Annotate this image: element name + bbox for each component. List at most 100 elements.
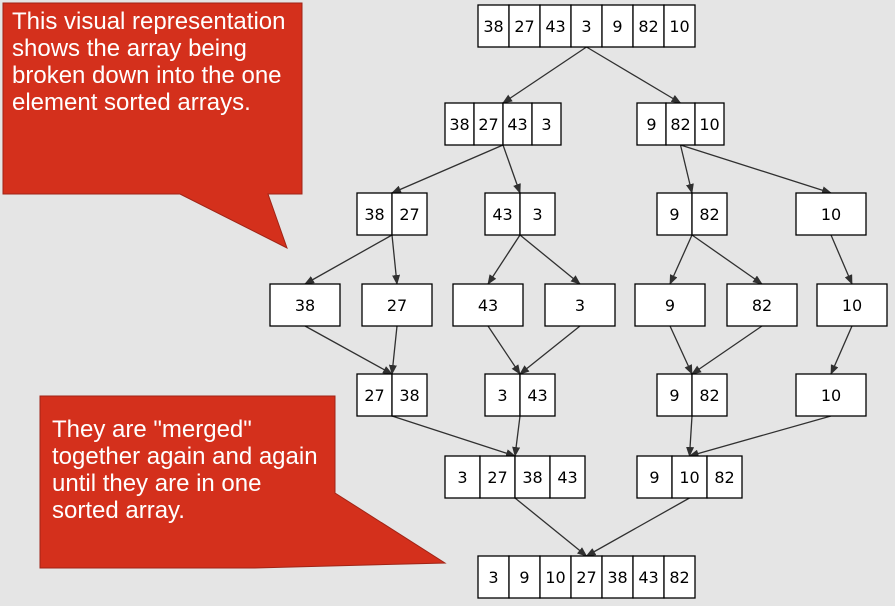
array-cell (508, 4, 541, 48)
array-cell-value: 10 (821, 205, 841, 224)
array-cell (795, 373, 867, 417)
edge-arrow (512, 415, 521, 457)
array-cell-value: 27 (387, 296, 407, 315)
array-cell (816, 283, 888, 327)
array-cell (531, 102, 562, 146)
edge-arrow (391, 144, 504, 194)
array-cell-value: 3 (457, 468, 467, 487)
array-node-n5a: 3 27 38 43 (444, 455, 586, 499)
array-cell-value: 9 (646, 115, 656, 134)
array-cell (444, 102, 475, 146)
array-node-n4c: 9 82 (656, 373, 728, 417)
array-cell-value: 82 (638, 17, 658, 36)
edge-arrow (691, 325, 763, 375)
array-node-n4b: 3 43 (484, 373, 556, 417)
array-cell (391, 373, 428, 417)
array-cell-value: 27 (478, 115, 498, 134)
array-node-n3c: 43 (452, 283, 524, 327)
bottom-callout-text: They are "merged" together again and aga… (52, 416, 318, 524)
array-cell-value: 3 (575, 296, 585, 315)
array-cell-value: 27 (487, 468, 507, 487)
edge-arrow (304, 234, 393, 285)
array-cell (691, 192, 728, 236)
array-cell-value: 3 (488, 568, 498, 587)
array-cell-value: 38 (607, 568, 627, 587)
array-cell (356, 373, 393, 417)
edge-arrow (585, 497, 690, 557)
array-cell-value: 9 (665, 296, 675, 315)
edge-arrow (688, 415, 832, 458)
array-cell-value: 10 (842, 296, 862, 315)
array-cell-value: 9 (649, 468, 659, 487)
array-cell-value: 38 (399, 386, 419, 405)
edge-layer (304, 46, 853, 557)
array-cell (508, 555, 541, 599)
array-cell (691, 373, 728, 417)
array-cell (502, 102, 533, 146)
array-cell-value: 3 (532, 205, 542, 224)
array-cell-value: 27 (399, 205, 419, 224)
array-cell-value: 10 (679, 468, 699, 487)
array-node-n2c: 9 82 (656, 192, 728, 236)
array-cell (694, 102, 725, 146)
array-cell (663, 4, 696, 48)
array-cell-value: 9 (669, 205, 679, 224)
array-cell (484, 192, 521, 236)
array-cell (665, 102, 696, 146)
array-cell (601, 4, 634, 48)
array-cell (795, 192, 867, 236)
edge-arrow (586, 46, 682, 104)
edge-arrow (830, 325, 853, 375)
array-node-n3d: 3 (544, 283, 616, 327)
array-cell (601, 555, 634, 599)
array-cell-value: 10 (699, 115, 719, 134)
array-cell-value: 10 (821, 386, 841, 405)
array-cell-value: 43 (545, 17, 565, 36)
array-cell (356, 192, 393, 236)
array-cell (544, 283, 616, 327)
edge-arrow (487, 234, 521, 285)
edge-arrow (830, 234, 853, 285)
array-cell (444, 455, 481, 499)
array-cell (539, 4, 572, 48)
array-cell-value: 9 (519, 568, 529, 587)
edge-arrow (514, 497, 588, 557)
edge-arrow (669, 325, 693, 375)
edge-arrow (669, 234, 693, 285)
array-cell-value: 82 (752, 296, 772, 315)
array-node-n4a: 27 38 (356, 373, 428, 417)
array-node-n3g: 10 (816, 283, 888, 327)
array-node-n3e: 9 (634, 283, 706, 327)
edge-arrow (391, 234, 401, 285)
edge-arrow (519, 325, 581, 375)
array-cell (726, 283, 798, 327)
array-cell-value: 27 (576, 568, 596, 587)
array-cell-value: 10 (669, 17, 689, 36)
array-cell (570, 555, 603, 599)
array-node-n3b: 27 (361, 283, 433, 327)
array-node-n5b: 9 10 82 (636, 455, 743, 499)
array-cell (484, 373, 521, 417)
array-cell (452, 283, 524, 327)
array-cell-value: 82 (699, 205, 719, 224)
array-node-n2b: 43 3 (484, 192, 556, 236)
array-cell-value: 43 (557, 468, 577, 487)
array-cell-value: 27 (364, 386, 384, 405)
array-cell-value: 43 (492, 205, 512, 224)
array-cell (361, 283, 433, 327)
array-cell (634, 283, 706, 327)
array-cell-value: 9 (669, 386, 679, 405)
edge-arrow (691, 234, 763, 285)
array-cell-value: 43 (478, 296, 498, 315)
array-node-n0: 38 27 43 3 9 82 10 (477, 4, 696, 48)
edge-arrow (487, 325, 521, 375)
edge-arrow (502, 144, 521, 194)
edge-arrow (304, 325, 393, 375)
array-cell (514, 455, 551, 499)
array-node-n4d: 10 (795, 373, 867, 417)
array-node-n6: 3 9 10 27 38 43 82 (477, 555, 696, 599)
bottom-callout-shape (39, 395, 447, 569)
array-cell (663, 555, 696, 599)
